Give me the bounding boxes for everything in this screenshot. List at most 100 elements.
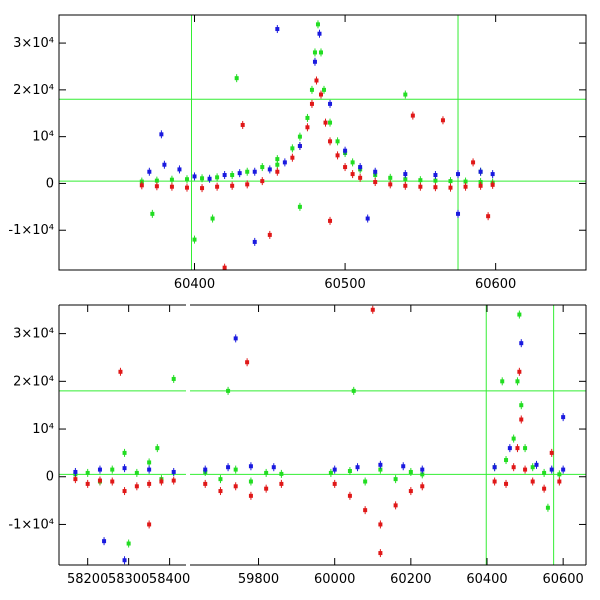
data-point	[297, 204, 302, 209]
top-frame	[58, 14, 587, 271]
data-point	[171, 376, 176, 381]
data-point	[350, 172, 355, 177]
data-point	[418, 184, 423, 189]
data-point	[317, 31, 322, 36]
data-point	[378, 522, 383, 527]
data-point	[515, 379, 520, 384]
data-point	[226, 465, 231, 470]
y-tick-label: 2×10⁴	[13, 83, 54, 98]
data-point	[154, 184, 159, 189]
data-point	[215, 184, 220, 189]
data-point	[218, 489, 223, 494]
data-point	[122, 450, 127, 455]
data-point	[248, 479, 253, 484]
data-point	[184, 185, 189, 190]
data-point	[233, 336, 238, 341]
data-point	[305, 115, 310, 120]
data-point	[230, 183, 235, 188]
y-tick-label: 10⁴	[32, 422, 54, 437]
data-point	[328, 218, 333, 223]
data-point	[222, 173, 227, 178]
data-point	[162, 162, 167, 167]
data-point	[478, 169, 483, 174]
data-point	[433, 173, 438, 178]
x-tick-label: 60500	[324, 277, 365, 292]
data-point	[350, 160, 355, 165]
data-point	[154, 178, 159, 183]
data-point	[230, 173, 235, 178]
bottom-segment-2	[190, 305, 586, 565]
data-point	[245, 169, 250, 174]
data-point	[358, 175, 363, 180]
data-point	[433, 185, 438, 190]
data-point	[418, 178, 423, 183]
data-point	[401, 464, 406, 469]
data-point	[297, 134, 302, 139]
data-point	[240, 122, 245, 127]
data-point	[169, 184, 174, 189]
data-point	[147, 467, 152, 472]
data-point	[492, 479, 497, 484]
bottom-x-ticks: 58200 58300 58400 59800 60000 60200 60400 60600	[67, 305, 584, 587]
data-point	[561, 467, 566, 472]
data-point	[403, 172, 408, 177]
data-point	[118, 369, 123, 374]
data-point	[393, 503, 398, 508]
y-tick-label: 0	[46, 470, 54, 485]
data-point	[248, 464, 253, 469]
data-point	[517, 312, 522, 317]
data-point	[490, 172, 495, 177]
data-point	[275, 27, 280, 32]
y-tick-label: 2×10⁴	[13, 374, 54, 389]
data-point	[328, 139, 333, 144]
data-point	[155, 446, 160, 451]
data-point	[373, 180, 378, 185]
data-point	[147, 460, 152, 465]
data-point	[363, 508, 368, 513]
data-point	[378, 551, 383, 556]
data-point	[408, 469, 413, 474]
data-point	[192, 174, 197, 179]
data-point	[448, 179, 453, 184]
bottom1-reference-lines	[59, 390, 186, 475]
data-point	[420, 472, 425, 477]
data-point	[171, 469, 176, 474]
data-point	[147, 481, 152, 486]
data-point	[363, 479, 368, 484]
data-point	[370, 307, 375, 312]
data-point	[264, 486, 269, 491]
data-point	[542, 470, 547, 475]
data-point	[200, 176, 205, 181]
data-point	[515, 446, 520, 451]
data-point	[122, 466, 127, 471]
data-point	[85, 470, 90, 475]
data-point	[252, 169, 257, 174]
data-point	[184, 177, 189, 182]
data-point	[545, 505, 550, 510]
top-reference-lines	[59, 15, 586, 270]
data-point	[282, 160, 287, 165]
x-tick-label: 60400	[466, 572, 507, 587]
x-tick-label: 58200	[67, 572, 108, 587]
data-point	[504, 481, 509, 486]
bottom-segment-1	[59, 367, 186, 565]
data-point	[312, 59, 317, 64]
data-point	[312, 50, 317, 55]
data-point	[500, 379, 505, 384]
data-point	[433, 178, 438, 183]
data-point	[318, 92, 323, 97]
data-point	[323, 120, 328, 125]
data-point	[192, 237, 197, 242]
top-y-ticks: -1×10⁴ 0 10⁴ 2×10⁴ 3×10⁴	[8, 36, 586, 238]
data-point	[358, 165, 363, 170]
data-point	[305, 125, 310, 130]
data-point	[335, 153, 340, 158]
data-point	[557, 479, 562, 484]
data-point	[203, 467, 208, 472]
data-point	[511, 436, 516, 441]
data-point	[355, 465, 360, 470]
data-point	[318, 50, 323, 55]
data-point	[507, 446, 512, 451]
data-point	[463, 179, 468, 184]
data-point	[373, 169, 378, 174]
